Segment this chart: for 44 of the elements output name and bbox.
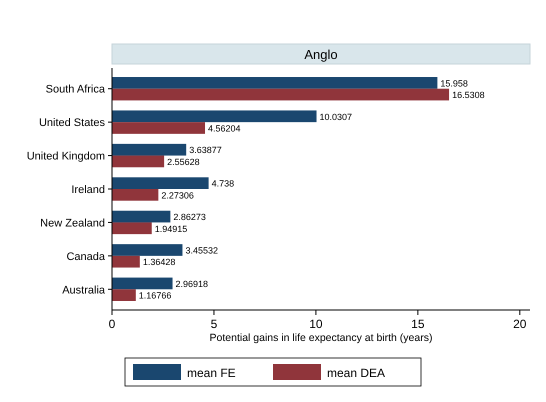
data-label: 1.36428 [142, 257, 176, 268]
bar [112, 256, 140, 268]
bar [112, 144, 186, 156]
bar [112, 210, 170, 222]
data-label: 1.16766 [138, 290, 172, 301]
x-tick-label: 0 [108, 317, 116, 331]
y-tick-label: United States [38, 117, 106, 130]
y-tick-label: Canada [66, 250, 106, 263]
bar [112, 156, 164, 168]
y-tick-label: South Africa [46, 84, 106, 96]
legend-label: mean FE [187, 366, 236, 380]
bar [112, 122, 206, 134]
data-label: 1.94915 [154, 224, 188, 234]
chart-title: Anglo [304, 47, 338, 62]
data-label: 2.86273 [173, 212, 206, 222]
data-label: 2.27306 [161, 190, 194, 200]
bar [112, 289, 136, 301]
bar [112, 278, 173, 290]
bar [112, 222, 152, 234]
bar [112, 177, 209, 189]
data-label: 2.96918 [176, 278, 208, 289]
y-tick-label: United Kingdom [26, 150, 105, 163]
legend-label: mean DEA [327, 366, 386, 380]
x-tick-label: 5 [210, 317, 218, 331]
data-label: 3.63877 [189, 145, 222, 156]
x-axis-title: Potential gains in life expectancy at birth (years) [210, 332, 432, 344]
x-tick-label: 10 [309, 317, 323, 331]
y-tick-label: New Zealand [40, 217, 105, 230]
x-tick-label: 20 [513, 317, 527, 331]
data-label: 15.958 [440, 78, 468, 88]
bar [112, 88, 450, 100]
bar [112, 77, 438, 89]
bar [112, 244, 182, 256]
data-label: 16.5308 [452, 90, 485, 100]
data-label: 3.45532 [185, 246, 218, 256]
x-tick-label: 15 [411, 317, 425, 331]
data-label: 4.56204 [208, 123, 241, 134]
data-label: 4.738 [212, 178, 234, 189]
y-tick-label: Australia [62, 284, 106, 296]
data-label: 2.55628 [167, 156, 200, 167]
bar [112, 110, 317, 122]
bar [112, 189, 158, 201]
y-tick-label: Ireland [71, 184, 105, 196]
data-label: 10.0307 [320, 112, 352, 122]
